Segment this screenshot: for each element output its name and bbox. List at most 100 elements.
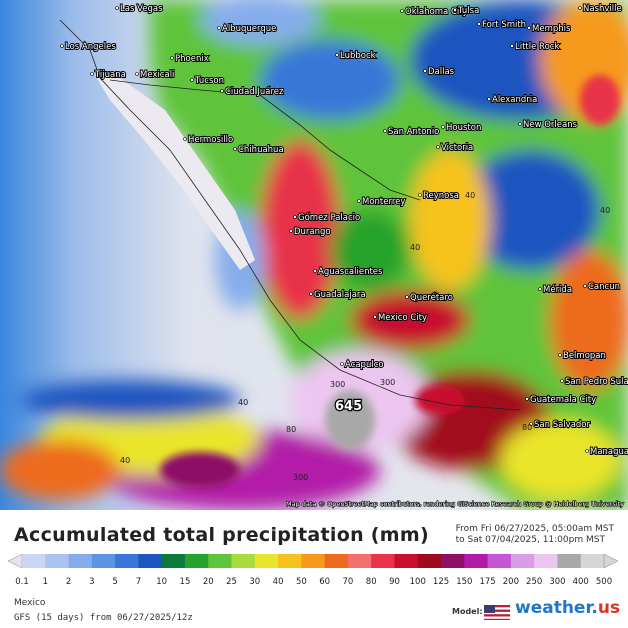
city-dot xyxy=(400,9,404,13)
city-label: Tucson xyxy=(194,76,224,86)
contour-label: 40 xyxy=(238,398,248,407)
colorbar-tick-label: 10 xyxy=(156,577,167,587)
city-label: Cancun xyxy=(588,282,620,292)
city-label: Houston xyxy=(446,123,481,133)
contour-label: 40 xyxy=(465,191,475,200)
colorbar-tick-label: 20 xyxy=(203,577,214,587)
legend-footer: Accumulated total precipitation (mm) Fro… xyxy=(0,510,628,628)
colorbar-segment xyxy=(487,554,512,568)
contour-label: 300 xyxy=(330,380,345,389)
colorbar-tick-label: 30 xyxy=(249,577,260,587)
colorbar-segment xyxy=(394,554,419,568)
city-dot xyxy=(313,269,317,273)
colorbar-segment xyxy=(464,554,489,568)
period: From Fri 06/27/2025, 05:00am MST to Sat … xyxy=(456,524,614,546)
colorbar-segment xyxy=(417,554,442,568)
model-run: GFS (15 days) from 06/27/2025/12z xyxy=(14,613,193,623)
city-dot xyxy=(436,145,440,149)
colorbar-tick-label: 5 xyxy=(112,577,117,587)
city-label: Belmopan xyxy=(563,351,606,361)
city-dot xyxy=(578,6,582,10)
contour-label: 40 xyxy=(410,243,420,252)
colorbar-segment xyxy=(208,554,233,568)
city-dot xyxy=(405,295,409,299)
colorbar-tick-label: 7 xyxy=(136,577,141,587)
colorbar-tick-label: 15 xyxy=(180,577,191,587)
city-label: Alexandria xyxy=(492,95,537,105)
colorbar-segment xyxy=(22,554,46,568)
city-label: Chihuahua xyxy=(238,145,284,155)
city-dot xyxy=(340,362,344,366)
colorbar-segment xyxy=(324,554,349,568)
city-label: Mexico City xyxy=(378,313,427,323)
colorbar-segment xyxy=(441,554,465,568)
city-label: Aguascalientes xyxy=(318,267,383,277)
city-label: Hermosillo xyxy=(188,135,233,145)
colorbar-segment xyxy=(347,554,372,568)
city-dot xyxy=(441,125,445,129)
contour-label: 40 xyxy=(600,206,610,215)
city-dot xyxy=(309,292,313,296)
city-dot xyxy=(220,89,224,93)
colorbar-tick-label: 200 xyxy=(503,577,519,587)
colorbar-end xyxy=(603,553,619,569)
colorbar-tick-label: 60 xyxy=(319,577,330,587)
city-dot xyxy=(233,147,237,151)
colorbar-tick-label: 100 xyxy=(410,577,426,587)
city-label: Nashville xyxy=(583,4,622,14)
city-dot xyxy=(373,315,377,319)
city-label: Albuquerque xyxy=(222,24,276,34)
colorbar-tick-label: 125 xyxy=(433,577,449,587)
logo-main: weather. xyxy=(515,598,598,618)
city-label: Lubbock xyxy=(340,51,376,61)
city-label: Memphis xyxy=(532,24,571,34)
city-dot xyxy=(60,44,64,48)
city-dot xyxy=(289,229,293,233)
model-label: Model: xyxy=(452,607,483,616)
city-label: Durango xyxy=(294,227,331,237)
city-dot xyxy=(487,97,491,101)
city-dot xyxy=(585,449,589,453)
city-label: Los Angeles xyxy=(65,42,116,52)
city-dot xyxy=(453,8,457,12)
city-dot xyxy=(558,353,562,357)
city-label: Querétaro xyxy=(410,292,453,303)
city-label: Dallas xyxy=(428,67,455,77)
city-label: Monterrey xyxy=(362,197,405,207)
logo-suffix: us xyxy=(597,598,621,618)
baja-peninsula xyxy=(95,75,255,270)
city-dot xyxy=(115,6,119,10)
city-dot xyxy=(383,129,387,133)
city-dot xyxy=(90,72,94,76)
colorbar-tick-label: 0.1 xyxy=(15,577,29,587)
city-label: Tulsa xyxy=(457,6,479,16)
city-label: Acapulco xyxy=(345,360,384,370)
colorbar-tick-label: 300 xyxy=(549,577,565,587)
region: Mexico xyxy=(14,598,46,608)
city-dot xyxy=(357,199,361,203)
colorbar-start xyxy=(7,553,23,569)
city-label: Guadalajara xyxy=(314,290,366,300)
colorbar-tick-label: 40 xyxy=(273,577,284,587)
colorbar-segment xyxy=(231,554,256,568)
precip-detail xyxy=(160,75,620,488)
flag xyxy=(484,605,510,620)
city-dot xyxy=(183,137,187,141)
city-label: Oklahoma City xyxy=(405,7,468,17)
city-label: Tijuana xyxy=(94,70,126,80)
contour-label: 80 xyxy=(286,425,296,434)
city-label: Managua xyxy=(590,447,628,457)
colorbar-segment xyxy=(278,554,302,568)
colorbar-tick-label: 90 xyxy=(389,577,400,587)
city-label: Fort Smith xyxy=(482,20,526,30)
city-label: Reynosa xyxy=(423,191,459,201)
city-label: Little Rock xyxy=(515,42,559,52)
city-dot xyxy=(527,26,531,30)
city-dot xyxy=(477,22,481,26)
city-dot xyxy=(190,78,194,82)
city-dot xyxy=(583,284,587,288)
colorbar-tick-label: 3 xyxy=(89,577,94,587)
